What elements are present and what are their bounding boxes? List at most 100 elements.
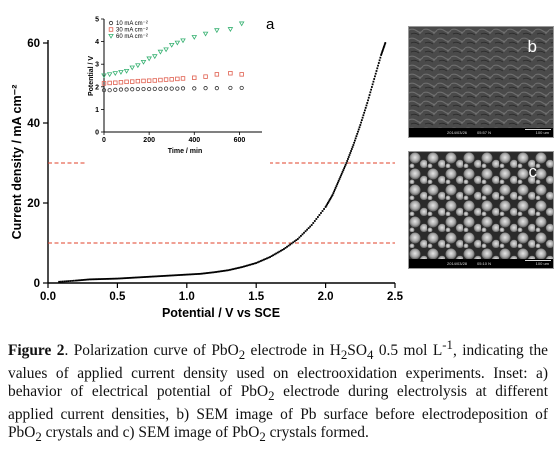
main-curve-point bbox=[354, 137, 357, 140]
main-curve-point bbox=[367, 96, 370, 99]
inset-point bbox=[227, 27, 234, 32]
main-curve-point bbox=[340, 174, 342, 177]
inset-y-tick-label: 4 bbox=[95, 39, 99, 46]
main-curve-point bbox=[178, 274, 180, 276]
main-curve-point bbox=[230, 268, 233, 271]
legend-label: 10 mA cm⁻² bbox=[116, 21, 148, 27]
main-curve-point bbox=[233, 267, 236, 270]
main-curve-point bbox=[122, 277, 125, 280]
inset-x-tick-label: 400 bbox=[188, 137, 200, 144]
main-curve-point bbox=[101, 278, 103, 280]
main-curve-point bbox=[333, 188, 336, 191]
caption-subscript: 4 bbox=[366, 348, 374, 363]
main-curve-point bbox=[94, 278, 97, 281]
main-curve-point bbox=[374, 75, 376, 78]
main-curve-point bbox=[371, 83, 374, 86]
main-x-tick-label: 2.5 bbox=[387, 291, 404, 303]
main-curve-point bbox=[84, 278, 86, 281]
main-curve-point bbox=[124, 277, 127, 280]
main-curve-point bbox=[292, 241, 295, 244]
main-curve-point bbox=[113, 277, 116, 280]
main-curve-point bbox=[158, 275, 160, 278]
caption-text: . Polarization curve of PbO bbox=[64, 342, 239, 360]
main-curve-point bbox=[332, 192, 335, 195]
main-curve-point bbox=[239, 266, 242, 269]
main-curve-point bbox=[201, 272, 204, 275]
main-curve-point bbox=[347, 156, 350, 158]
inset-point bbox=[180, 86, 186, 91]
main-x-axis-label: Potential / V vs SCE bbox=[162, 306, 280, 320]
main-curve-point bbox=[246, 264, 248, 267]
main-curve-point bbox=[224, 269, 227, 272]
main-curve-point bbox=[199, 272, 202, 275]
inset-point bbox=[107, 88, 112, 93]
main-curve-point bbox=[327, 202, 329, 204]
inset-point bbox=[107, 80, 112, 86]
main-curve-point bbox=[323, 208, 325, 210]
main-curve-point bbox=[173, 274, 176, 277]
main-curve-point bbox=[374, 72, 377, 75]
main-curve-point bbox=[76, 279, 79, 282]
inset-point bbox=[228, 85, 233, 91]
main-curve-point bbox=[382, 48, 384, 51]
main-curve-point bbox=[276, 251, 279, 254]
main-curve-point bbox=[227, 269, 230, 272]
main-x-tick-label: 0.0 bbox=[40, 291, 56, 303]
main-curve-point bbox=[360, 121, 362, 124]
main-curve-point bbox=[99, 278, 102, 280]
main-curve-point bbox=[90, 278, 93, 281]
main-curve-point bbox=[379, 56, 382, 59]
main-curve-point bbox=[376, 67, 379, 70]
main-curve-point bbox=[108, 277, 111, 280]
inset-point bbox=[135, 63, 141, 69]
main-curve-point bbox=[204, 272, 207, 275]
inset-point bbox=[163, 77, 169, 82]
main-curve-point bbox=[116, 277, 119, 280]
main-curve-point bbox=[283, 248, 285, 250]
caption-figure-label: Figure 2 bbox=[8, 342, 65, 360]
main-curve-point bbox=[380, 52, 383, 55]
main-curve-point bbox=[215, 271, 218, 273]
inset-point bbox=[130, 87, 135, 92]
main-x-tick-label: 0.5 bbox=[109, 291, 126, 303]
inset-point bbox=[135, 78, 141, 84]
main-curve-point bbox=[301, 233, 304, 236]
main-curve-point bbox=[340, 172, 343, 175]
main-curve-point bbox=[377, 62, 380, 64]
main-curve-point bbox=[346, 160, 349, 162]
main-curve-point bbox=[375, 70, 378, 72]
main-curve-point bbox=[275, 252, 278, 255]
main-curve-point bbox=[270, 255, 273, 258]
inset-y-tick-label: 1 bbox=[95, 107, 99, 114]
main-curve-point bbox=[384, 42, 387, 44]
main-curve-point bbox=[259, 260, 262, 262]
main-curve-point bbox=[247, 264, 250, 267]
main-curve-point bbox=[213, 271, 216, 274]
inset-point bbox=[239, 85, 244, 91]
main-curve-point bbox=[195, 273, 197, 275]
main-curve-point bbox=[290, 242, 293, 245]
main-curve-point bbox=[244, 265, 247, 268]
main-curve-point bbox=[221, 270, 224, 272]
main-curve-point bbox=[368, 94, 371, 96]
caption-text: crystals and c) SEM image of PbO bbox=[41, 424, 260, 442]
inset-point bbox=[113, 80, 118, 85]
main-curve-point bbox=[381, 50, 384, 52]
main-curve-point bbox=[210, 271, 213, 274]
inset-y-axis-label: Potential / V bbox=[88, 56, 95, 96]
inset-point bbox=[113, 87, 118, 92]
main-curve-point bbox=[209, 271, 211, 274]
main-curve-point bbox=[284, 246, 287, 249]
main-curve-point bbox=[121, 277, 123, 280]
main-curve-point bbox=[354, 139, 356, 142]
main-curve-point bbox=[139, 276, 142, 279]
inset-y-tick-label: 2 bbox=[95, 84, 99, 91]
main-curve-point bbox=[172, 274, 174, 277]
sem-c-time: 05:10 N bbox=[477, 261, 492, 266]
caption-superscript: -1 bbox=[442, 338, 453, 352]
inset-point bbox=[163, 47, 169, 53]
main-curve-point bbox=[102, 278, 105, 280]
inset-point bbox=[130, 79, 135, 84]
main-curve-point bbox=[272, 254, 275, 257]
main-curve-point bbox=[383, 44, 386, 47]
